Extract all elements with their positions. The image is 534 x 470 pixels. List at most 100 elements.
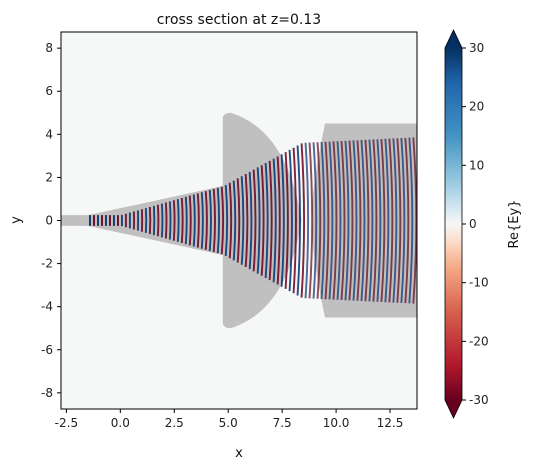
- field-pattern: [89, 137, 417, 304]
- wave-stripe: [252, 169, 257, 272]
- wave-stripe: [296, 145, 301, 296]
- wave-stripe: [412, 137, 417, 304]
- wave-stripe: [356, 140, 362, 301]
- x-axis: -2.5 0.0 2.5 5.0 7.5 10.0 12.5: [55, 409, 404, 430]
- wave-stripe: [372, 139, 378, 302]
- wave-stripe: [140, 209, 144, 232]
- y-axis-label: y: [9, 216, 24, 224]
- wave-stripe: [376, 139, 382, 302]
- wave-stripe: [300, 143, 306, 298]
- wave-stripe: [101, 215, 103, 226]
- wave-stripe: [332, 141, 338, 300]
- colorbar-extend-top: [445, 30, 462, 48]
- wave-stripe: [236, 178, 241, 263]
- wave-stripe: [192, 194, 196, 247]
- wave-stripe: [212, 188, 216, 253]
- wave-stripe: [97, 215, 99, 226]
- wave-stripe: [248, 171, 253, 270]
- structure-input-waveguide: [61, 215, 88, 226]
- x-axis-label: x: [235, 446, 243, 461]
- wave-stripe: [288, 149, 293, 292]
- wave-stripe: [308, 142, 314, 299]
- wave-stripe: [128, 212, 131, 229]
- wave-stripe: [216, 187, 221, 254]
- wave-stripe: [292, 147, 297, 294]
- x-tick-label: 7.5: [273, 416, 292, 430]
- y-tick-label: -6: [41, 343, 53, 357]
- wave-stripe: [176, 199, 180, 242]
- wave-stripe: [324, 141, 330, 300]
- wave-stripe: [204, 191, 208, 250]
- wave-stripe: [116, 215, 119, 226]
- wave-stripe: [160, 203, 164, 238]
- wave-stripe: [89, 215, 91, 226]
- wave-stripe: [180, 197, 184, 244]
- wave-stripe: [124, 213, 127, 228]
- wave-stripe: [396, 138, 402, 303]
- wave-stripe: [312, 142, 318, 299]
- wave-stripe: [184, 196, 188, 245]
- wave-stripe: [388, 138, 394, 303]
- y-tick-label: -2: [41, 257, 53, 271]
- colorbar-tick-label: -30: [469, 393, 489, 407]
- wave-stripe: [164, 202, 168, 239]
- wave-stripe: [152, 205, 156, 236]
- wave-stripe: [368, 139, 374, 302]
- x-tick-label: 12.5: [377, 416, 404, 430]
- wave-stripe: [200, 192, 204, 249]
- y-tick-label: 4: [45, 127, 53, 141]
- wave-stripe: [148, 207, 152, 234]
- y-tick-label: -4: [41, 300, 53, 314]
- y-tick-label: -8: [41, 386, 53, 400]
- colorbar-label: Re{Ey}: [507, 200, 522, 249]
- wave-stripe: [144, 208, 148, 233]
- y-tick-label: 8: [45, 41, 53, 55]
- wave-stripe: [316, 142, 322, 299]
- structure-taper: [87, 186, 223, 255]
- colorbar-body: [445, 48, 462, 400]
- field-plot: [61, 112, 417, 329]
- wave-stripe: [240, 176, 245, 265]
- wave-stripe: [168, 201, 172, 240]
- wave-stripe: [244, 174, 249, 267]
- wave-stripe: [384, 138, 390, 303]
- wave-stripe: [408, 137, 414, 304]
- wave-stripe: [196, 193, 200, 248]
- x-tick-label: 5.0: [219, 416, 238, 430]
- wave-stripe: [392, 138, 398, 303]
- colorbar-tick-label: -20: [469, 334, 489, 348]
- x-tick-label: 10.0: [323, 416, 350, 430]
- wave-stripe: [132, 211, 136, 230]
- wave-stripe: [344, 140, 350, 301]
- colorbar: -30 -20 -10 0 10 20 30 Re{Ey}: [444, 29, 522, 419]
- colorbar-tick-label: 0: [469, 217, 477, 231]
- wave-stripe: [120, 214, 123, 227]
- wave-stripe: [109, 215, 111, 226]
- chart-title: cross section at z=0.13: [157, 12, 321, 28]
- wave-stripe: [112, 215, 115, 226]
- wave-stripe: [172, 200, 176, 241]
- wave-stripe: [264, 163, 269, 278]
- wave-stripe: [280, 154, 285, 287]
- wave-stripe: [276, 156, 281, 285]
- wave-stripe: [105, 215, 107, 226]
- wave-stripe: [93, 215, 95, 226]
- colorbar-tick-label: 20: [469, 100, 484, 114]
- wave-stripe: [336, 141, 342, 300]
- wave-stripe: [352, 140, 358, 301]
- colorbar-tick-label: 30: [469, 41, 484, 55]
- wave-stripe: [404, 137, 410, 304]
- wave-stripe: [328, 141, 334, 300]
- wave-stripe: [400, 138, 406, 303]
- wave-stripe: [156, 204, 160, 237]
- wave-stripe: [256, 167, 261, 274]
- colorbar-ticks: -30 -20 -10 0 10 20 30: [462, 41, 489, 407]
- wave-stripe: [220, 186, 225, 255]
- wave-stripe: [268, 160, 273, 281]
- colorbar-tick-label: 10: [469, 158, 484, 172]
- wave-stripe: [224, 184, 229, 257]
- wave-stripe: [272, 158, 277, 283]
- wave-stripe: [228, 182, 233, 259]
- x-tick-label: 0.0: [111, 416, 130, 430]
